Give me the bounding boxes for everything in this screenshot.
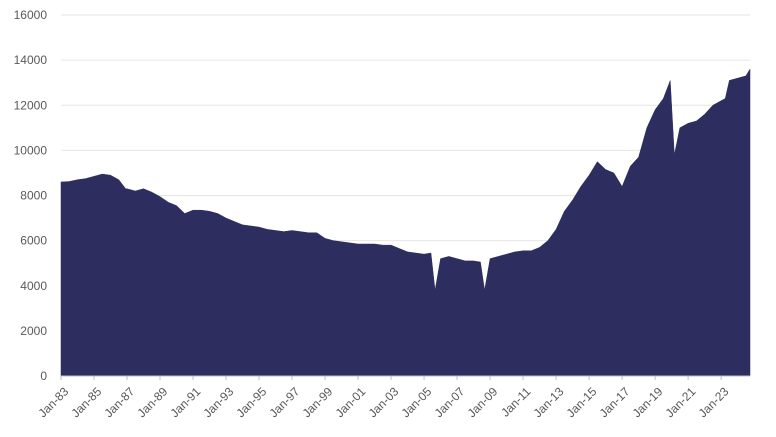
y-tick-label: 16000 bbox=[14, 8, 48, 22]
x-tick-label: Jan-21 bbox=[663, 384, 699, 420]
x-tick-label: Jan-83 bbox=[35, 384, 71, 420]
y-tick-label: 0 bbox=[40, 369, 47, 383]
x-tick-label: Jan-97 bbox=[267, 384, 303, 420]
y-tick-label: 8000 bbox=[20, 189, 47, 203]
x-tick-label: Jan-11 bbox=[498, 384, 533, 419]
x-tick-label: Jan-19 bbox=[630, 384, 666, 420]
x-tick-label: Jan-05 bbox=[399, 384, 435, 420]
y-tick-label: 12000 bbox=[14, 98, 48, 112]
x-tick-label: Jan-17 bbox=[597, 384, 633, 420]
y-tick-label: 2000 bbox=[20, 324, 47, 338]
x-tick-label: Jan-23 bbox=[696, 384, 732, 420]
x-tick-label: Jan-03 bbox=[366, 384, 402, 420]
y-tick-label: 10000 bbox=[14, 143, 48, 157]
x-tick-label: Jan-13 bbox=[531, 384, 567, 420]
x-tick-label: Jan-87 bbox=[102, 384, 138, 420]
x-tick-label: Jan-15 bbox=[564, 384, 600, 420]
y-axis-tick-labels: 0 2000 4000 6000 8000 10000 12000 14000 16000 bbox=[14, 8, 48, 383]
x-axis-tick-labels: Jan-83Jan-85Jan-87Jan-89Jan-91Jan-93Jan-… bbox=[35, 384, 731, 420]
series-area bbox=[60, 68, 751, 377]
x-tick-label: Jan-99 bbox=[300, 384, 336, 420]
plot-area bbox=[60, 68, 751, 377]
y-tick-label: 4000 bbox=[20, 279, 47, 293]
x-tick-label: Jan-89 bbox=[135, 384, 171, 420]
x-tick-label: Jan-01 bbox=[333, 384, 369, 420]
x-tick-label: Jan-95 bbox=[234, 384, 270, 420]
axes bbox=[60, 375, 750, 380]
x-tick-label: Jan-07 bbox=[432, 384, 468, 420]
x-tick-label: Jan-91 bbox=[168, 384, 204, 420]
x-tick-label: Jan-85 bbox=[68, 384, 104, 420]
y-tick-label: 14000 bbox=[14, 53, 48, 67]
x-tick-label: Jan-93 bbox=[201, 384, 237, 420]
y-tick-label: 6000 bbox=[20, 234, 47, 248]
x-tick-label: Jan-09 bbox=[465, 384, 501, 420]
